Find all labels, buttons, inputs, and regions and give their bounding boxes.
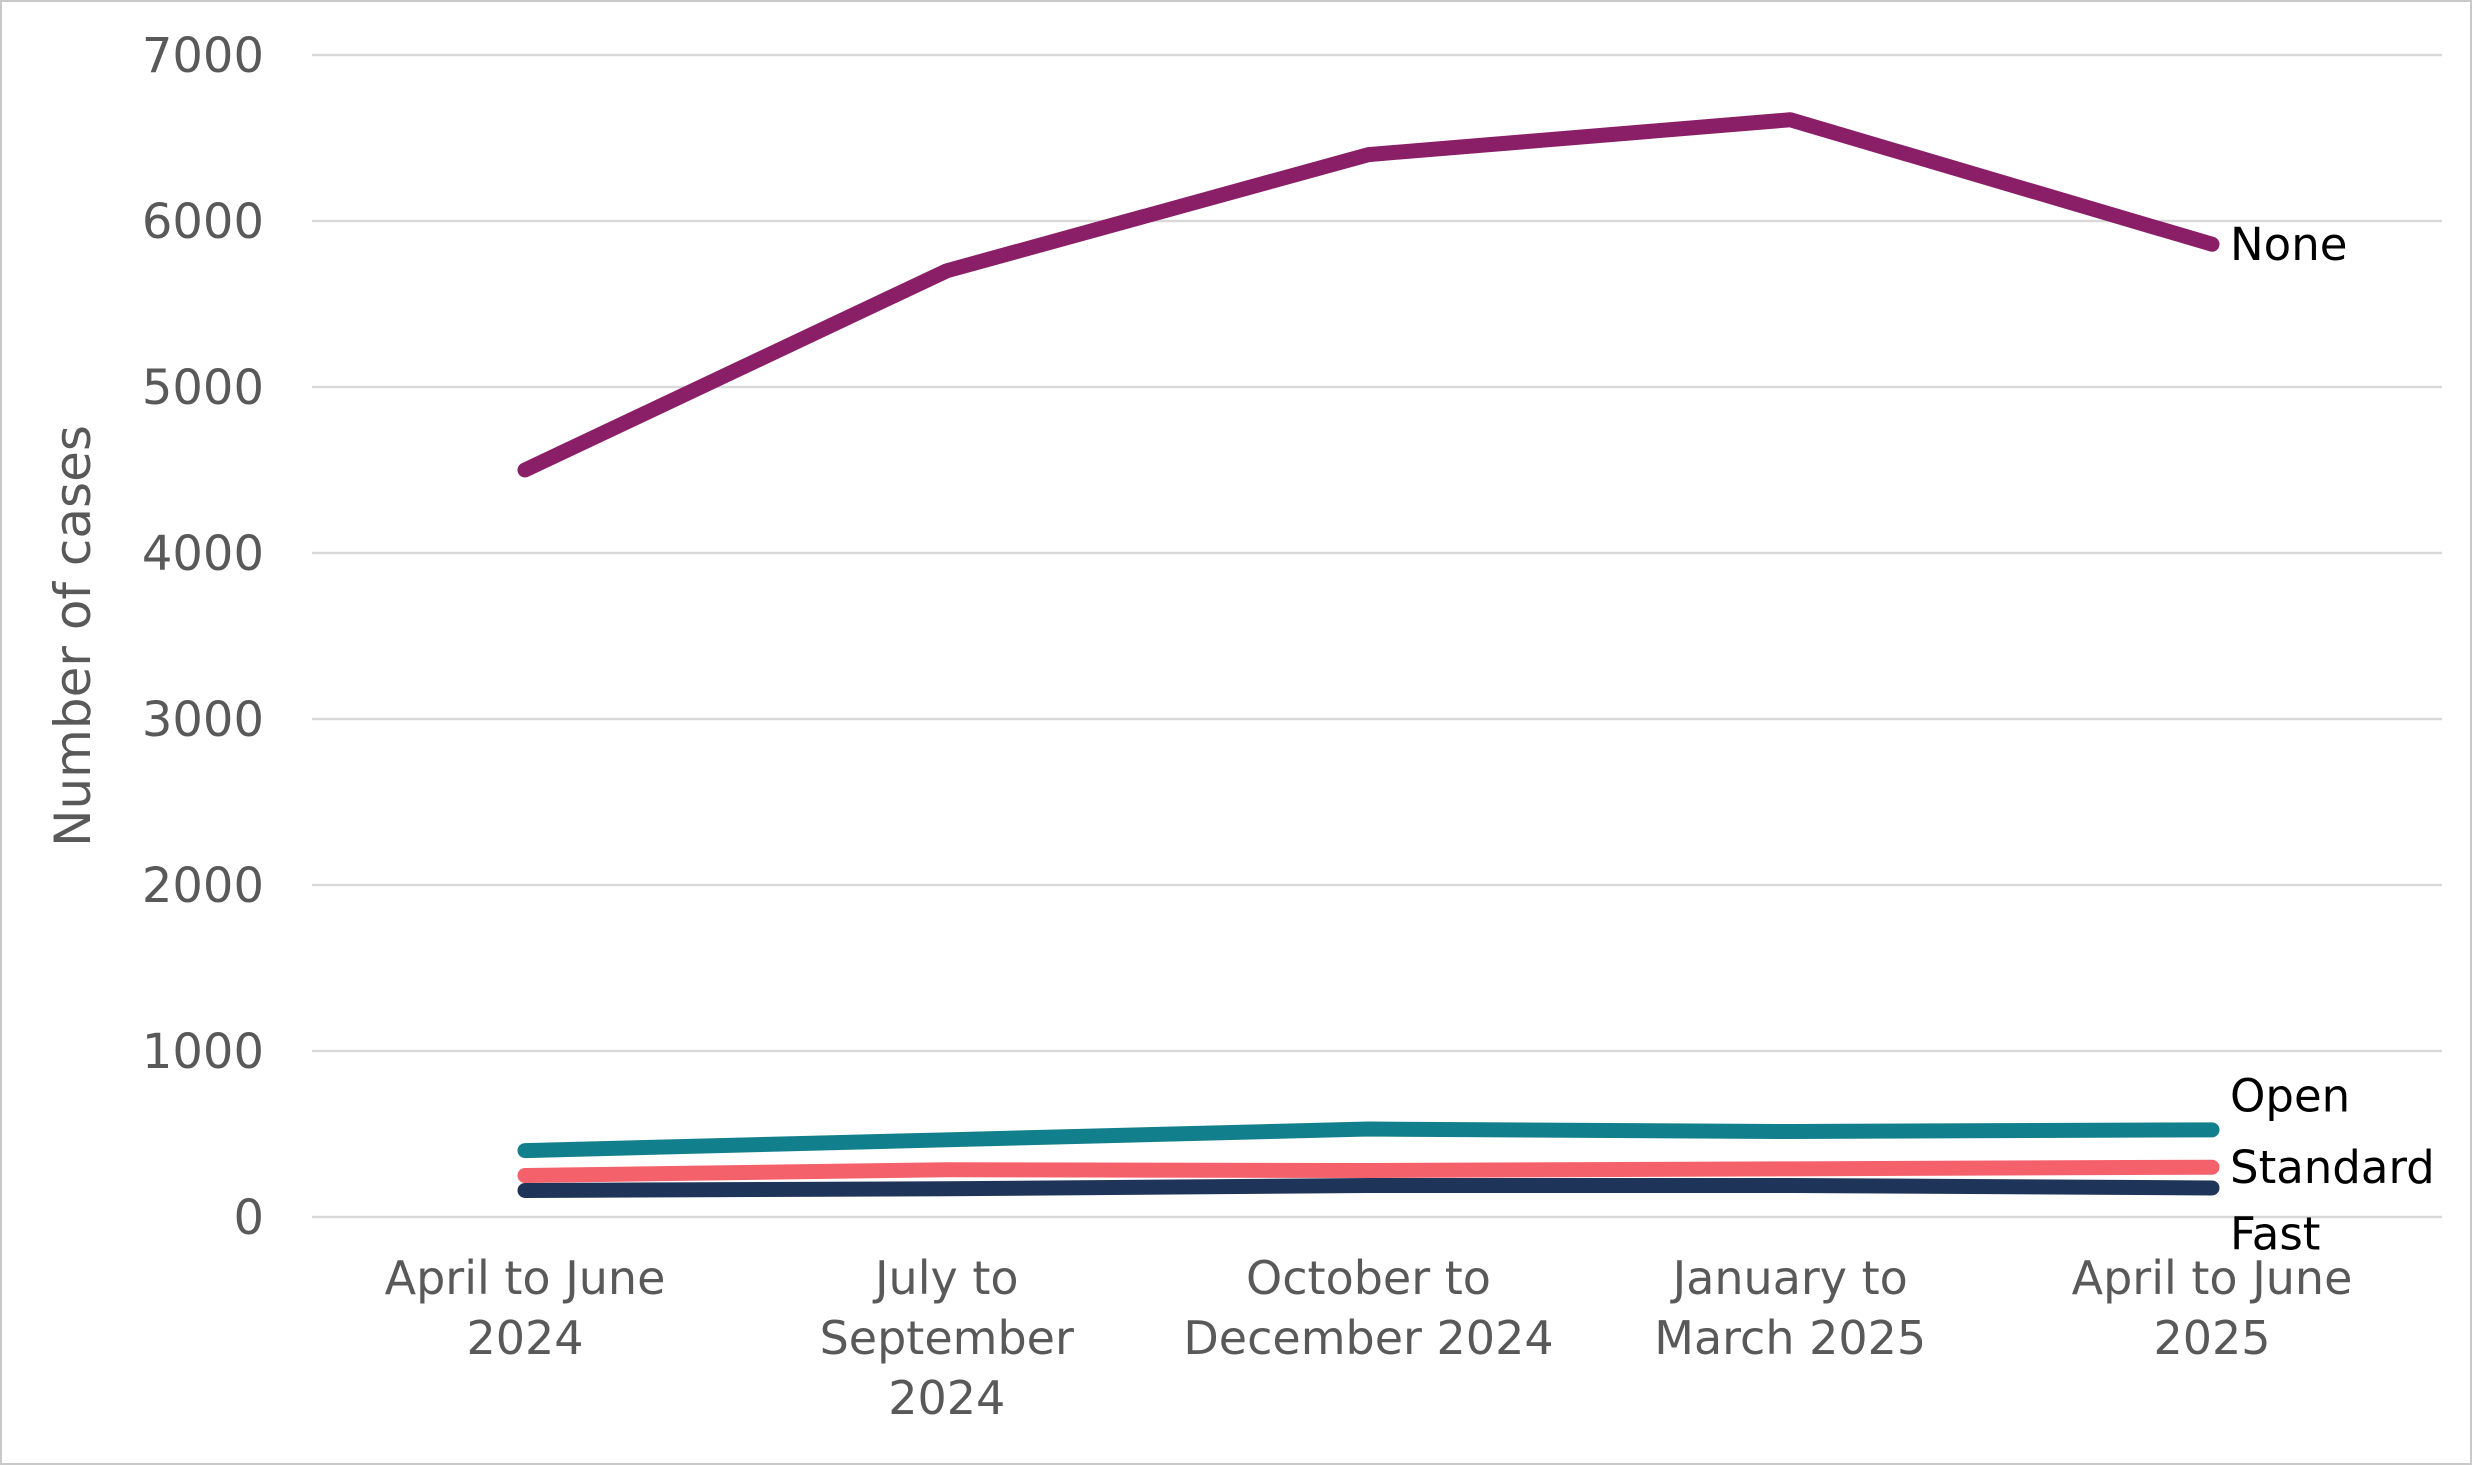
series-line-open <box>517 1121 2220 1159</box>
y-tick-label: 1000 <box>142 1024 264 1080</box>
y-tick-label: 4000 <box>142 526 264 582</box>
series-end-labels: None Open Standard Fast <box>2230 218 2435 1261</box>
series-label-none: None <box>2230 218 2347 271</box>
y-tick-label: 5000 <box>142 360 264 416</box>
x-axis-category-labels: April to June 2024 July to September 2024 Oct… <box>385 1251 2353 1425</box>
y-tick-label: 2000 <box>142 858 264 914</box>
series-line-fast <box>517 1177 2220 1198</box>
series-label-open: Open <box>2230 1070 2350 1123</box>
series-label-standard: Standard <box>2230 1141 2435 1194</box>
y-tick-label: 7000 <box>142 28 264 84</box>
y-axis-title: Number of cases <box>44 425 102 847</box>
x-category-label: October to December 2024 <box>1183 1251 1553 1365</box>
y-tick-label: 6000 <box>142 194 264 250</box>
gridlines <box>312 53 2442 1219</box>
series-line-none <box>517 112 2220 478</box>
y-tick-label: 0 <box>233 1190 264 1246</box>
x-category-label: April to June 2024 <box>385 1251 666 1365</box>
series-lines <box>517 112 2220 1198</box>
series-line-standard <box>517 1159 2220 1183</box>
y-axis-tick-labels: 0 1000 2000 3000 4000 5000 6000 7000 <box>142 28 264 1246</box>
series-label-fast: Fast <box>2230 1208 2320 1261</box>
x-category-label: July to September 2024 <box>820 1251 1074 1425</box>
x-category-label: April to June 2025 <box>2072 1251 2353 1365</box>
y-tick-label: 3000 <box>142 692 264 748</box>
x-category-label: January to March 2025 <box>1654 1251 1926 1365</box>
